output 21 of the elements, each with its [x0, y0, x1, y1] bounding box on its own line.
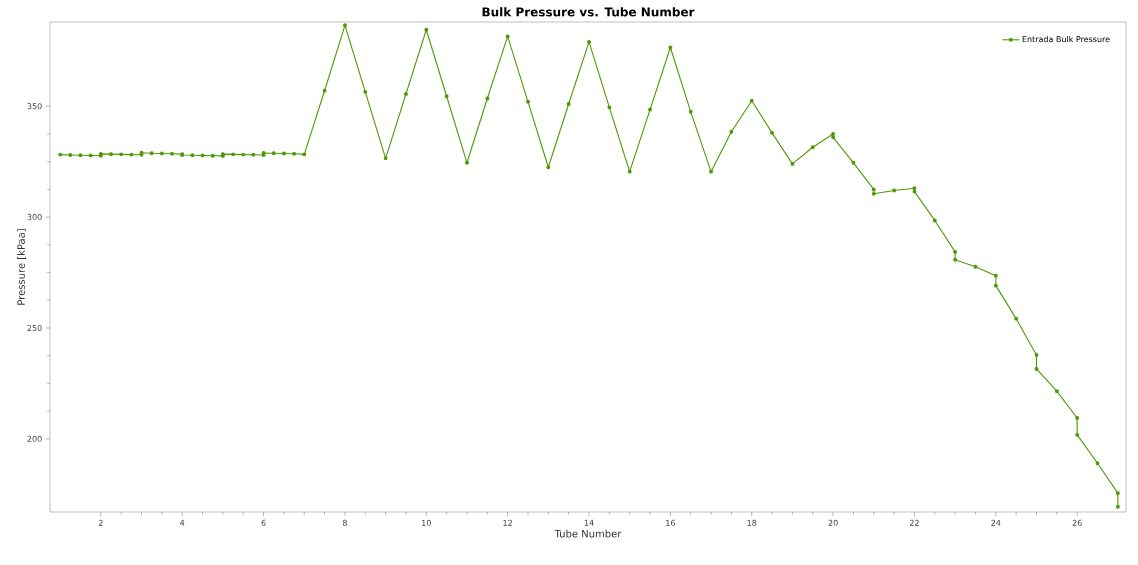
x-tick-label: 14 [584, 519, 594, 526]
legend-label: Entrada Bulk Pressure [1022, 36, 1110, 43]
x-tick-label: 20 [828, 519, 838, 526]
chart-title: Bulk Pressure vs. Tube Number [482, 7, 695, 17]
x-axis-title: Tube Number [554, 529, 622, 538]
x-tick-label: 10 [422, 519, 431, 526]
y-tick-label: 250 [27, 324, 42, 331]
x-tick-label: 12 [503, 519, 512, 526]
x-tick-label: 16 [666, 519, 675, 526]
x-tick-label: 2 [98, 519, 103, 526]
y-axis-title: Pressure [kPaa] [17, 229, 27, 305]
x-tick-label: 18 [747, 519, 757, 526]
x-tick-label: 22 [909, 519, 919, 526]
y-tick-label: 350 [27, 103, 42, 110]
y-tick-label: 300 [27, 214, 42, 221]
y-tick-label: 200 [27, 435, 42, 442]
x-tick-label: 24 [991, 519, 1001, 526]
x-tick-label: 6 [261, 519, 266, 526]
x-tick-label: 4 [180, 519, 185, 526]
x-tick-label: 8 [342, 519, 347, 526]
x-tick-label: 26 [1072, 519, 1082, 526]
